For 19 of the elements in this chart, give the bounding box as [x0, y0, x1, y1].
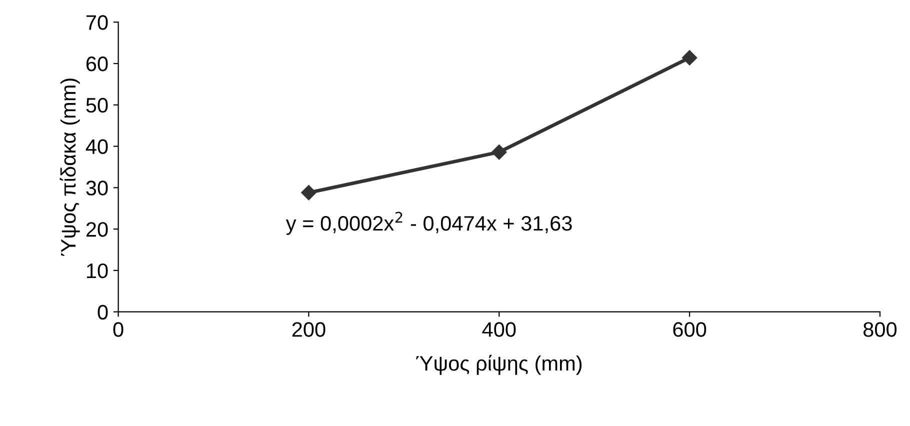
- point: [301, 185, 316, 200]
- y-axis-title: Ύψος πίδακα (mm): [60, 78, 80, 256]
- y-tick-label: 60: [86, 56, 108, 72]
- x-tick-label: 0: [113, 322, 124, 337]
- y-tick-label: 50: [86, 98, 108, 113]
- y-tick-label: 20: [86, 222, 108, 237]
- x-tick-label: 600: [673, 322, 706, 337]
- point: [682, 50, 698, 66]
- y-tick-label: 40: [86, 139, 108, 154]
- x-tick-label: 400: [482, 322, 516, 337]
- x-tick-label: 200: [292, 322, 326, 337]
- x-tick-label: 800: [863, 322, 897, 337]
- y-tick-label: 30: [86, 180, 108, 196]
- y-tick-label: 0: [98, 304, 108, 320]
- annotation: y = 0,0002x$^{2}$ - 0,0474x + 31,63: [286, 212, 572, 235]
- point: [492, 144, 507, 160]
- y-tick-label: 70: [86, 15, 108, 30]
- x-axis-title: Ύψος ρίψης (mm): [416, 354, 582, 375]
- y-tick-label: 10: [86, 263, 108, 278]
